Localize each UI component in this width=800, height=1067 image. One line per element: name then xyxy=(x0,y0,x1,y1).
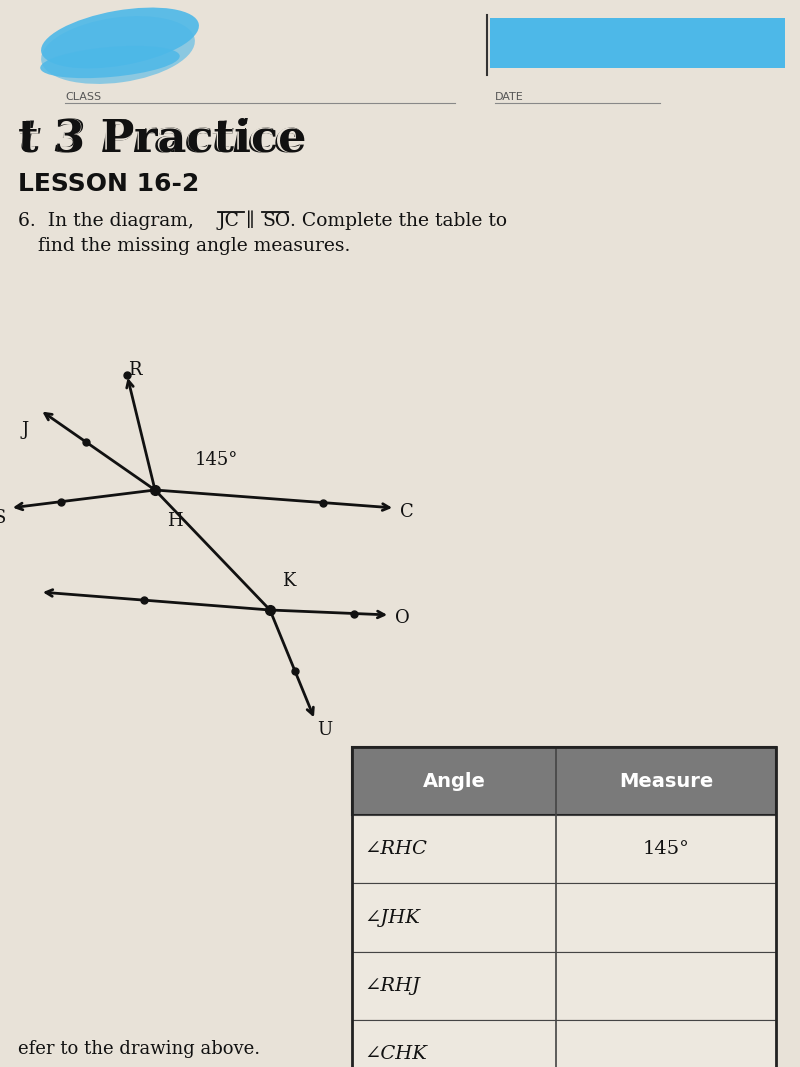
Text: 145°: 145° xyxy=(642,841,690,858)
Bar xyxy=(352,1020,776,1067)
Text: S: S xyxy=(0,509,6,527)
Bar xyxy=(352,747,776,1067)
Text: ∠RHC: ∠RHC xyxy=(364,841,427,858)
Text: Angle: Angle xyxy=(422,771,486,791)
Bar xyxy=(352,747,776,815)
Text: . Complete the table to: . Complete the table to xyxy=(290,212,507,230)
Text: CLASS: CLASS xyxy=(65,92,101,102)
Text: U: U xyxy=(318,721,333,739)
Text: H: H xyxy=(167,512,182,530)
Text: O: O xyxy=(394,609,410,627)
Text: ∠RHJ: ∠RHJ xyxy=(364,977,420,994)
Text: SO: SO xyxy=(262,212,290,230)
Bar xyxy=(352,815,776,883)
Text: Measure: Measure xyxy=(619,771,713,791)
Bar xyxy=(352,883,776,952)
Text: 6.  In the diagram,: 6. In the diagram, xyxy=(18,212,200,230)
Text: DATE: DATE xyxy=(495,92,524,102)
Text: ∥: ∥ xyxy=(246,212,254,230)
Text: t 3 Practice: t 3 Practice xyxy=(18,118,306,161)
Text: ∠JHK: ∠JHK xyxy=(364,909,420,926)
Text: efer to the drawing above.: efer to the drawing above. xyxy=(18,1040,260,1058)
Bar xyxy=(352,952,776,1020)
Text: ∠CHK: ∠CHK xyxy=(364,1046,427,1063)
Text: LESSON 16-2: LESSON 16-2 xyxy=(18,172,199,196)
Bar xyxy=(490,18,785,68)
Text: K: K xyxy=(282,572,295,590)
Text: C: C xyxy=(400,503,414,521)
Ellipse shape xyxy=(41,16,195,84)
Text: J: J xyxy=(22,421,29,439)
Ellipse shape xyxy=(41,7,199,68)
Text: R: R xyxy=(128,361,142,379)
Text: find the missing angle measures.: find the missing angle measures. xyxy=(38,237,350,255)
Text: JC: JC xyxy=(218,212,240,230)
Text: 145°: 145° xyxy=(195,451,238,469)
Text: t 3 Practice: t 3 Practice xyxy=(18,118,304,161)
Text: t 3 Practice: t 3 Practice xyxy=(18,118,306,161)
Ellipse shape xyxy=(40,46,180,78)
